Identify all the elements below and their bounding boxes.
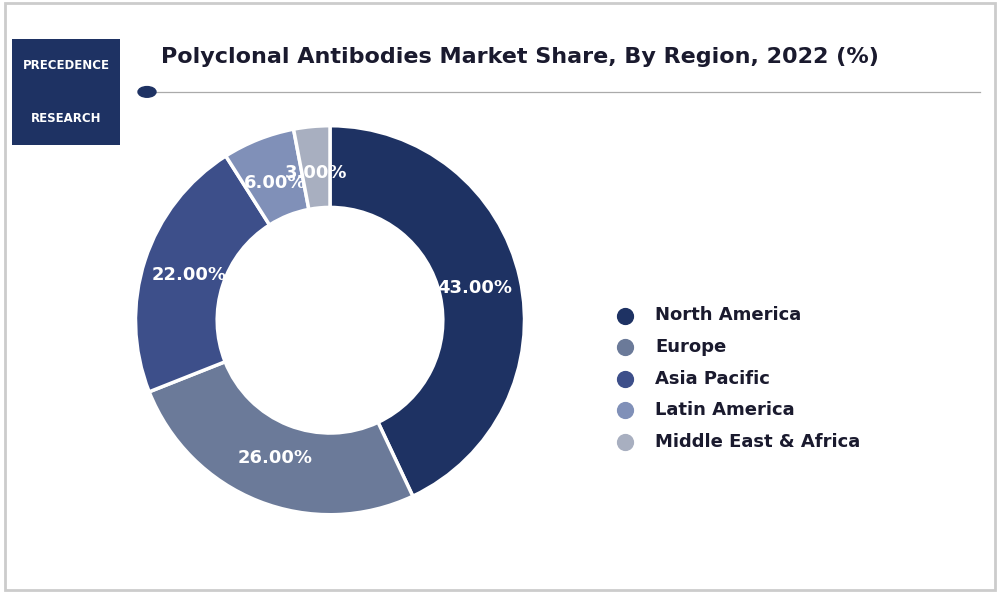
Text: 3.00%: 3.00% <box>285 164 347 182</box>
Text: 43.00%: 43.00% <box>437 279 512 297</box>
Text: 22.00%: 22.00% <box>152 266 227 283</box>
Wedge shape <box>330 126 525 496</box>
Wedge shape <box>294 126 330 209</box>
Wedge shape <box>226 129 309 225</box>
Legend: North America, Europe, Asia Pacific, Latin America, Middle East & Africa: North America, Europe, Asia Pacific, Lat… <box>606 307 860 451</box>
Text: 26.00%: 26.00% <box>238 449 313 467</box>
Text: PRECEDENCE: PRECEDENCE <box>22 59 110 72</box>
Text: 6.00%: 6.00% <box>244 174 307 192</box>
Wedge shape <box>149 362 413 515</box>
Text: Polyclonal Antibodies Market Share, By Region, 2022 (%): Polyclonal Antibodies Market Share, By R… <box>161 47 879 68</box>
Text: RESEARCH: RESEARCH <box>31 112 101 125</box>
Wedge shape <box>135 156 270 392</box>
